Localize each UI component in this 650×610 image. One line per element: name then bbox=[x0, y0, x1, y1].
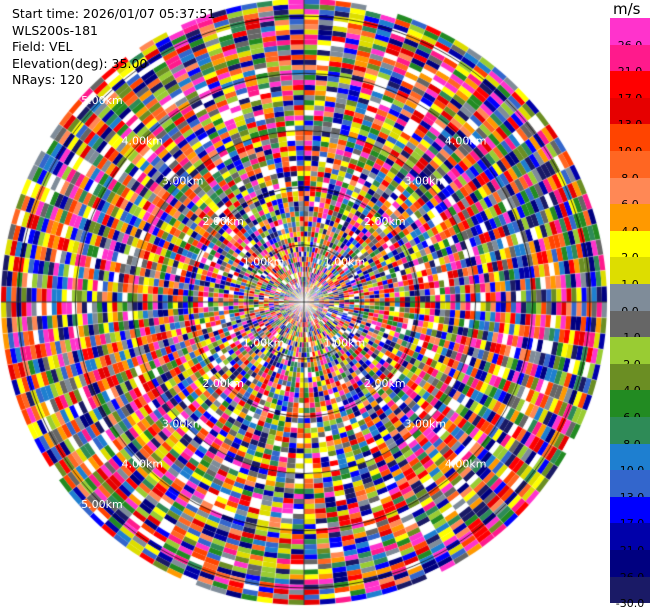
colorbar-segment: -17.0 bbox=[610, 496, 650, 530]
colorbar-segment: 6.0 bbox=[610, 177, 650, 211]
colorbar-segment: -13.0 bbox=[610, 470, 650, 504]
colorbar-segment: -4.0 bbox=[610, 363, 650, 397]
colorbar-segment: -8.0 bbox=[610, 417, 650, 451]
colorbar-tick-label: -30.0 bbox=[615, 597, 645, 610]
colorbar-segment: 21.0 bbox=[610, 44, 650, 78]
colorbar-segment: 4.0 bbox=[610, 204, 650, 238]
colorbar-segment: -30.0 bbox=[610, 576, 650, 610]
colorbar-segment: 8.0 bbox=[610, 151, 650, 185]
colorbar-unit: m/s bbox=[613, 0, 641, 18]
colorbar-segment: -10.0 bbox=[610, 443, 650, 477]
station-name: WLS200s-181 bbox=[12, 22, 98, 38]
colorbar-segment: 0.0 bbox=[610, 284, 650, 318]
colorbar-segment: -21.0 bbox=[610, 523, 650, 557]
colorbar-segment: 2.0 bbox=[610, 230, 650, 264]
colorbar-segment: 1.0 bbox=[610, 257, 650, 291]
colorbar-segment: 13.0 bbox=[610, 97, 650, 131]
colorbar-segment: -26.0 bbox=[610, 550, 650, 584]
elevation: Elevation(deg): 35.00 bbox=[12, 55, 148, 71]
colorbar-segment: 17.0 bbox=[610, 71, 650, 105]
colorbar-segment: 10.0 bbox=[610, 124, 650, 158]
colorbar-segment: -6.0 bbox=[610, 390, 650, 424]
field-name: Field: VEL bbox=[12, 39, 73, 54]
colorbar: 26.021.017.013.010.08.06.04.02.01.00.0-1… bbox=[610, 18, 650, 610]
colorbar-segment: -2.0 bbox=[610, 337, 650, 371]
colorbar-segment: 26.0 bbox=[610, 18, 650, 52]
scan-info: Start time: 2026/01/07 05:37:51 WLS200s-… bbox=[12, 6, 215, 89]
colorbar-segment: -1.0 bbox=[610, 310, 650, 344]
start-time: Start time: 2026/01/07 05:37:51 bbox=[12, 6, 216, 21]
nrays: NRays: 120 bbox=[12, 72, 84, 87]
